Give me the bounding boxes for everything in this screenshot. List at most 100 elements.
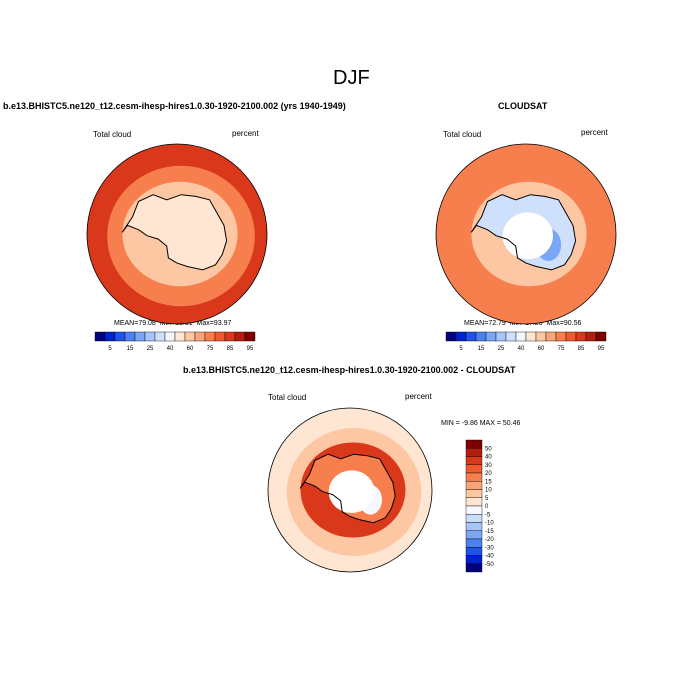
panel3-colorbar-tick: 20	[485, 471, 492, 477]
panel3-left-label: Total cloud	[268, 393, 307, 402]
panel2-colorbar-box	[455, 331, 467, 342]
panel1-colorbar-box	[164, 331, 176, 342]
panel3-colorbar-box	[465, 555, 483, 564]
panel1-colorbar-box	[234, 331, 246, 342]
panel3-colorbar-box	[465, 448, 483, 457]
panel1-right-label: percent	[232, 129, 259, 138]
panel3-missing-data	[328, 470, 375, 513]
panel2-case-title: CLOUDSAT	[498, 101, 548, 111]
panel1-colorbar-box	[204, 331, 216, 342]
panel1-colorbar-box	[124, 331, 136, 342]
panel3-colorbar-tick: -5	[485, 512, 491, 518]
panel2-coastline	[470, 194, 577, 271]
panel1-case-title: b.e13.BHISTC5.ne120_t12.cesm-ihesp-hires…	[3, 101, 346, 111]
panel1-colorbar-tick: 5	[108, 346, 112, 352]
panel3-colorbar-tick: 10	[485, 488, 492, 494]
panel2-colorbar-tick: 60	[538, 346, 545, 352]
panel2-map	[435, 143, 617, 325]
panel2-missing-data	[502, 212, 553, 260]
panel3-colorbar-tick: -30	[485, 545, 494, 551]
panel3-colorbar-tick: 15	[485, 479, 492, 485]
panel2-colorbar-tick: 15	[478, 346, 485, 352]
panel3-colorbar-tick: 50	[485, 446, 492, 452]
panel3-coastline	[299, 453, 396, 524]
panel2-colorbar-tick: 40	[518, 346, 525, 352]
panel1-left-label: Total cloud	[93, 130, 132, 139]
panel2-colorbar-tick: 5	[459, 346, 463, 352]
panel2-colorbar-tick: 85	[578, 346, 585, 352]
panel1-colorbar-box	[114, 331, 126, 342]
panel3-colorbar-box	[465, 464, 483, 474]
panel1-colorbar-box	[184, 331, 196, 342]
panel2-colorbar-tick: 95	[598, 346, 605, 352]
panel3-colorbar-box	[465, 505, 483, 515]
panel3-colorbar-box	[465, 439, 483, 449]
panel3-colorbar-box	[465, 522, 483, 531]
panel3-minmax: MIN = -9.86 MAX = 50.46	[441, 420, 521, 427]
panel1-colorbar-box	[104, 331, 116, 342]
panel1-colorbar-tick: 60	[187, 346, 194, 352]
panel2-colorbar-box	[515, 331, 527, 342]
panel1-colorbar-tick: 15	[127, 346, 134, 352]
panel3-colorbar-box	[465, 497, 483, 507]
panel2-colorbar: 5 15 25 40 60 75 85 95	[445, 331, 607, 352]
panel2-map-border	[435, 143, 617, 325]
panel1-colorbar-box	[214, 331, 226, 342]
panel2-colorbar-box	[505, 331, 517, 342]
panel3-colorbar-tick: -10	[485, 521, 494, 527]
panel1-colorbar-box	[194, 331, 206, 342]
panel3-colorbar-box	[465, 514, 483, 523]
panel3-colorbar-tick: -20	[485, 537, 494, 543]
panel2-colorbar-box	[575, 331, 587, 342]
panel2-colorbar-box	[535, 331, 547, 342]
panel3-colorbar-tick: 5	[485, 496, 489, 502]
panel3-colorbar-tick: -50	[485, 562, 494, 568]
panel2-left-label: Total cloud	[443, 130, 482, 139]
panel3-colorbar-tick: 0	[485, 504, 489, 510]
panel1-colorbar-tick: 95	[247, 346, 254, 352]
panel2-colorbar-box	[445, 331, 457, 342]
panel1-colorbar-box	[134, 331, 146, 342]
panel1-colorbar-box	[244, 331, 256, 342]
panel1-colorbar-box	[154, 331, 166, 342]
panel2-colorbar-box	[495, 331, 507, 342]
panel1-pocket-field	[186, 228, 213, 261]
panel3-map	[267, 407, 433, 573]
panel3-colorbar-tick: 40	[485, 455, 492, 461]
panel1-colorbar-box	[94, 331, 106, 342]
panel3-colorbar-tick: 30	[485, 463, 492, 469]
panel3-colorbar-box	[465, 472, 483, 482]
panel1-colorbar-tick: 40	[167, 346, 174, 352]
panel2-colorbar-box	[595, 331, 607, 342]
panel2-colorbar-box	[465, 331, 477, 342]
panel3-colorbar-box	[465, 538, 483, 548]
panel2-colorbar-box	[545, 331, 557, 342]
panel1-map	[86, 143, 268, 325]
panel3-colorbar-tick: -15	[485, 529, 494, 535]
panel2-colorbar-box	[585, 331, 597, 342]
panel3-colorbar-box	[465, 530, 483, 540]
panel2-colorbar-tick: 75	[558, 346, 565, 352]
panel3-colorbar-box	[465, 547, 483, 556]
panel3-colorbar-box	[465, 456, 483, 465]
panel1-colorbar-box	[224, 331, 236, 342]
panel2-colorbar-box	[565, 331, 577, 342]
panel2-colorbar-box	[485, 331, 497, 342]
panel2-colorbar-box	[555, 331, 567, 342]
page-title: DJF	[333, 67, 370, 89]
panel1-colorbar-tick: 85	[227, 346, 234, 352]
panel3-colorbar-box	[465, 563, 483, 573]
panel1-colorbar-box	[174, 331, 186, 342]
panel3-colorbar-box	[465, 489, 483, 498]
panel2-right-label: percent	[581, 128, 608, 137]
panel1-coastline	[121, 194, 228, 271]
panel3-right-label: percent	[405, 392, 432, 401]
panel2-colorbar-box	[475, 331, 487, 342]
panel3-map-border	[267, 407, 433, 573]
panel1-colorbar: 5 15 25 40 60 75 85 95	[94, 331, 256, 352]
panel3-case-title: b.e13.BHISTC5.ne120_t12.cesm-ihesp-hires…	[183, 365, 516, 375]
panel3-colorbar-box	[465, 481, 483, 490]
panel2-colorbar-tick: 25	[498, 346, 505, 352]
